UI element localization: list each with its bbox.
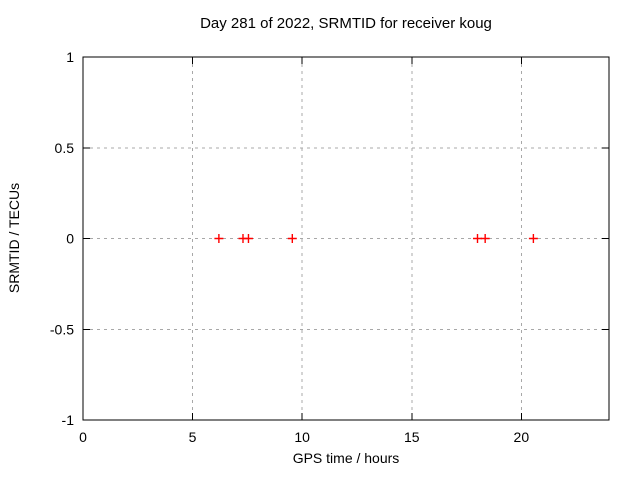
data-point-marker (528, 234, 538, 243)
y-tick-label: 0.5 (55, 140, 75, 156)
y-tick-label: 0 (66, 231, 74, 247)
y-tick-label: -0.5 (50, 321, 74, 337)
data-point-marker (480, 234, 490, 243)
x-axis-title: GPS time / hours (292, 450, 400, 466)
data-point-marker (243, 234, 253, 243)
x-tick-label: 5 (189, 429, 197, 445)
data-point-marker (473, 234, 482, 243)
x-tick-label: 0 (79, 429, 87, 445)
data-point-marker (287, 234, 297, 243)
x-tick-label: 15 (404, 429, 420, 445)
x-tick-label: 10 (294, 429, 310, 445)
chart-title: Day 281 of 2022, SRMTID for receiver kou… (200, 15, 492, 32)
y-tick-label: 1 (66, 49, 74, 65)
y-axis-title: SRMTID / TECUs (6, 182, 22, 294)
data-point-marker (214, 234, 224, 243)
y-tick-label: -1 (62, 412, 75, 428)
x-tick-label: 20 (514, 429, 530, 445)
